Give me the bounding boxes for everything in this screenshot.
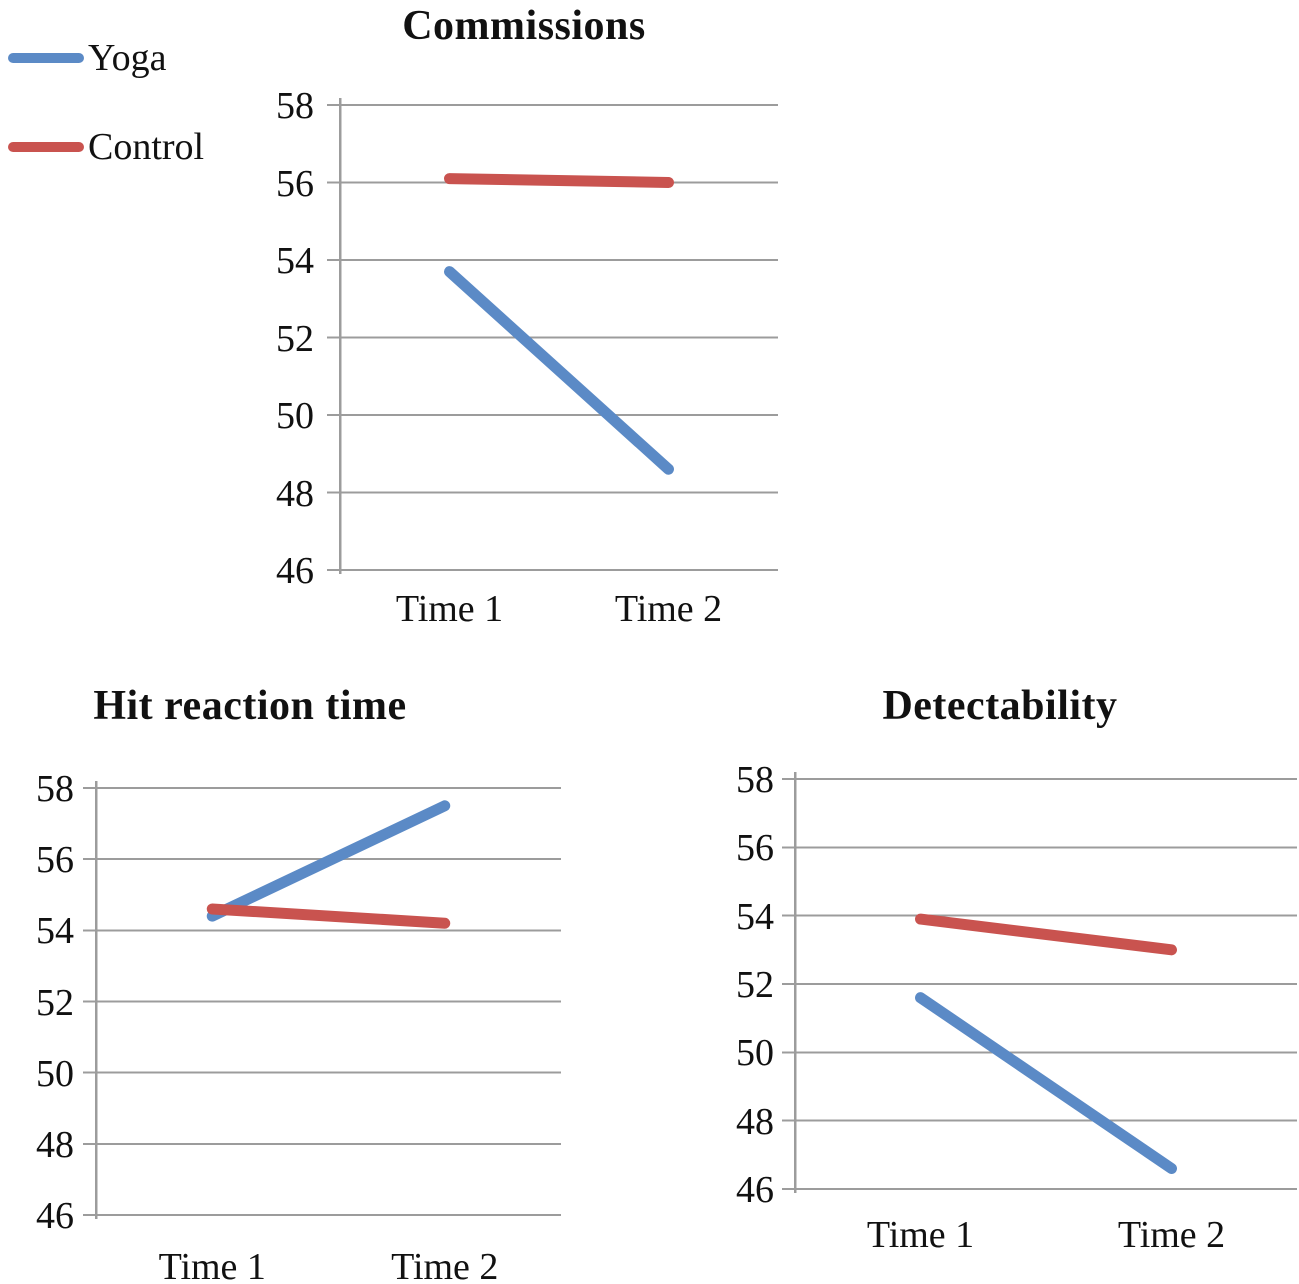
series-line-control xyxy=(915,913,1177,956)
control-line-swatch xyxy=(8,142,84,152)
legend-label-yoga: Yoga xyxy=(88,37,167,79)
x-axis-label: Time 1 xyxy=(395,588,504,630)
series-line-yoga xyxy=(915,992,1177,1174)
y-tick-label: 48 xyxy=(736,1100,774,1143)
y-tick-label: 50 xyxy=(36,1052,74,1095)
y-tick-label: 56 xyxy=(736,827,774,870)
y-tick-label: 46 xyxy=(276,550,314,592)
chart-title-detectability: Detectability xyxy=(882,683,1118,729)
x-axis-label: Time 1 xyxy=(866,1214,975,1256)
y-tick-label: 52 xyxy=(36,981,74,1024)
legend-item-yoga: Yoga xyxy=(8,36,167,80)
y-tick-label: 56 xyxy=(36,839,74,882)
x-axis-label: Time 1 xyxy=(158,1246,266,1284)
y-tick-label: 52 xyxy=(276,317,314,360)
y-tick-label: 48 xyxy=(36,1123,74,1166)
series-line-yoga xyxy=(206,800,451,922)
y-tick-label: 54 xyxy=(36,910,74,953)
y-tick-label: 52 xyxy=(736,964,774,1006)
y-tick-label: 46 xyxy=(36,1195,74,1237)
x-axis-label: Time 2 xyxy=(391,1246,499,1284)
y-tick-label: 56 xyxy=(276,162,314,205)
y-tick-label: 46 xyxy=(736,1169,774,1211)
y-tick-label: 58 xyxy=(736,759,774,801)
chart-title-hit-reaction-time: Hit reaction time xyxy=(93,683,407,729)
legend-label-control: Control xyxy=(88,126,205,168)
y-tick-label: 50 xyxy=(736,1032,774,1075)
series-line-yoga xyxy=(444,266,674,475)
series-line-control xyxy=(444,173,674,188)
y-tick-label: 48 xyxy=(276,472,314,515)
legend-item-control: Control xyxy=(8,125,204,169)
y-tick-label: 58 xyxy=(276,85,314,127)
series-line-control xyxy=(206,903,451,929)
chart-title-commissions: Commissions xyxy=(402,3,646,49)
x-axis-label: Time 2 xyxy=(1117,1214,1226,1256)
y-tick-label: 50 xyxy=(276,395,314,437)
y-tick-label: 58 xyxy=(36,768,74,810)
x-axis-label: Time 2 xyxy=(614,588,723,630)
yoga-line-swatch xyxy=(8,53,84,63)
y-tick-label: 54 xyxy=(276,240,314,282)
y-tick-label: 54 xyxy=(736,895,774,938)
